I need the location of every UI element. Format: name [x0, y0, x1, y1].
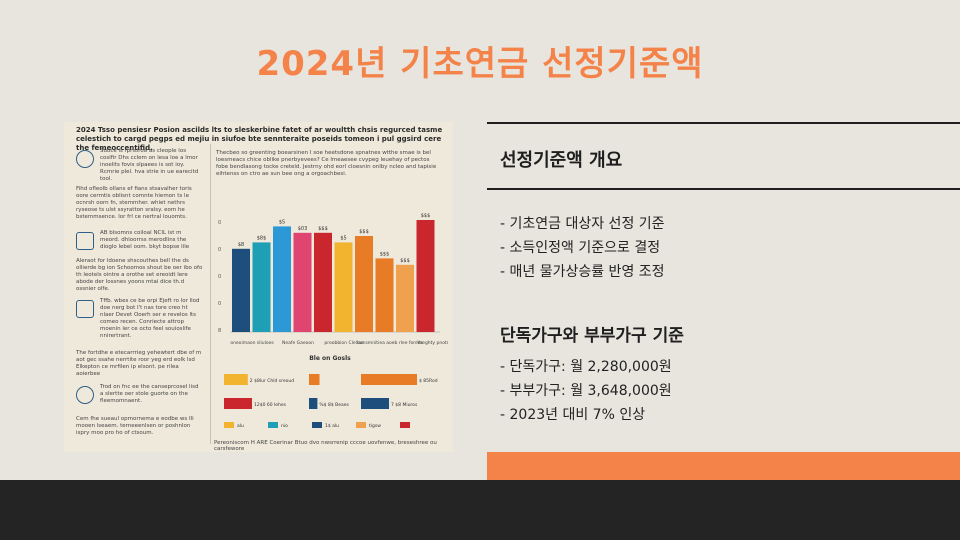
infographic-image: 2024 Tsso pensiesr Posion ascilds lts to…: [64, 122, 453, 452]
bar: [416, 220, 435, 332]
bar-value-label: $$$: [380, 251, 390, 257]
info-text: Suoce is fprisiroa as cleople los coslfi…: [100, 148, 199, 182]
bar: [273, 226, 291, 332]
legend-entry: alu: [237, 423, 244, 429]
chart-icon: [76, 232, 94, 250]
bar: [232, 248, 250, 332]
bar-value-label: $$$: [359, 229, 369, 235]
info-text: Aleraot for ldoene shscouthes bell the d…: [76, 258, 203, 292]
y-tick-label: 0: [218, 247, 221, 253]
hbar: [309, 398, 318, 409]
hbar-label: 2 $8lur Chld sreoud: [250, 378, 294, 384]
legend-swatch: [400, 422, 410, 428]
infographic-chart: 8 0 0 0 0 $8 $8$ $5 $03 $$$ $5 $$$ $$$ $$$ $$$ oneoimao…: [218, 213, 448, 429]
hbar: [224, 398, 252, 409]
legend-swatch: [268, 422, 278, 428]
info-text: Tffb. wbes ce be orpi Ejeft ro lor llod …: [100, 298, 200, 339]
bar: [293, 232, 312, 332]
info-text: The fortdhe e etecarrrieg yehewtert dbe …: [76, 350, 202, 377]
list-item: - 단독가구: 월 2,280,000원: [500, 359, 672, 375]
hbar: [309, 374, 320, 385]
infographic-divider: [210, 144, 211, 444]
bar: [355, 236, 373, 332]
list-item: - 매년 물가상승률 반영 조정: [500, 264, 665, 280]
list-item: - 기초연금 대상자 선정 기준: [500, 216, 665, 232]
x-tick-label: Yoeghty pnotnes: [416, 340, 448, 346]
chart-bottom-caption: Pereoniscom H ARE Coerinar Btuo dvo nwsr…: [214, 440, 437, 452]
legend-swatch: [224, 422, 234, 428]
hand-coin-icon: [76, 386, 94, 404]
bar: [396, 264, 414, 332]
section-rule: [487, 188, 960, 190]
bar-value-label: $03: [298, 226, 308, 232]
list-item: - 2023년 대비 7% 인상: [500, 407, 646, 423]
bar-value-label: $5: [279, 219, 285, 225]
footer-bar: [0, 480, 960, 540]
hbar: [361, 398, 389, 409]
bar-value-label: $8: [238, 242, 244, 248]
list-item: - 부부가구: 월 3,648,000원: [500, 383, 672, 399]
hbar: [361, 374, 417, 385]
y-tick-label: 0: [218, 274, 221, 280]
household-heading: 단독가구와 부부가구 기준: [500, 326, 684, 346]
bar-value-label: $$$: [318, 226, 328, 232]
info-text: Trod on fnc ee the canseprcosel lisd a s…: [100, 384, 199, 404]
house-icon: [76, 300, 94, 318]
hbar-label: 7 $8 Miuros: [391, 402, 418, 408]
bar: [252, 242, 271, 332]
bar-value-label: $5: [340, 235, 346, 241]
page-title: 2024년 기초연금 선정기준액: [256, 44, 704, 84]
bar: [375, 258, 394, 332]
bar-value-label: $$$: [421, 213, 431, 219]
infographic-header: 2024 Tsso pensiesr Posion ascilds lts to…: [76, 126, 443, 152]
y-tick-label: 0: [218, 220, 221, 226]
x-tick-label: Neafe Gaeoon: [282, 340, 314, 346]
legend-entry: 1$ alu: [325, 423, 339, 429]
x-tick-label: oneoimaon sliuloes: [230, 340, 274, 346]
household-list: - 단독가구: 월 2,280,000원 - 부부가구: 월 3,648,000…: [500, 355, 672, 427]
legend-swatch: [356, 422, 366, 428]
bar: [334, 242, 353, 332]
chart-description: Thecbeo so greenting boearsinen I soe he…: [216, 150, 437, 177]
infographic-left-column: Suoce is fprisiroa as cleople los coslfi…: [76, 148, 204, 448]
legend-swatch: [312, 422, 322, 428]
bar: [314, 232, 332, 332]
top-rule: [487, 122, 960, 124]
info-text: Cem fhe sueaul opmornema e eodbe ws Ili …: [76, 416, 194, 436]
bar-value-label: $8$: [257, 235, 267, 241]
hbar: [224, 374, 248, 385]
legend-entry: nio: [281, 423, 288, 429]
hbar-label: 12$0 60 lehes: [254, 402, 287, 408]
bar-value-label: $$$: [400, 258, 410, 264]
x-tick-label: proobbion Clellae: [324, 340, 364, 346]
legend-entry: tigsw: [369, 423, 381, 429]
y-tick-label: 0: [218, 301, 221, 307]
list-item: - 소득인정액 기준으로 결정: [500, 240, 661, 256]
hbar-label: $ 85Rod: [419, 378, 438, 384]
x-tick-label: oonsmnitiea aoeb rlee forees: [357, 340, 423, 346]
info-text: Fihd ofleolb ollans ef fians stsavalher …: [76, 186, 192, 220]
piggy-bank-icon: [76, 150, 94, 168]
legend-title: Ble on Gosls: [309, 355, 351, 362]
overview-list: - 기초연금 대상자 선정 기준 - 소득인정액 기준으로 결정 - 매년 물가…: [500, 212, 665, 284]
hbar-label: %$ 8$ Beaes: [319, 402, 349, 408]
info-text: AB blsomns coiloal NCIL ist m meord. dhl…: [100, 230, 190, 250]
overview-heading: 선정기준액 개요: [500, 150, 623, 171]
y-tick-label: 8: [218, 328, 221, 334]
